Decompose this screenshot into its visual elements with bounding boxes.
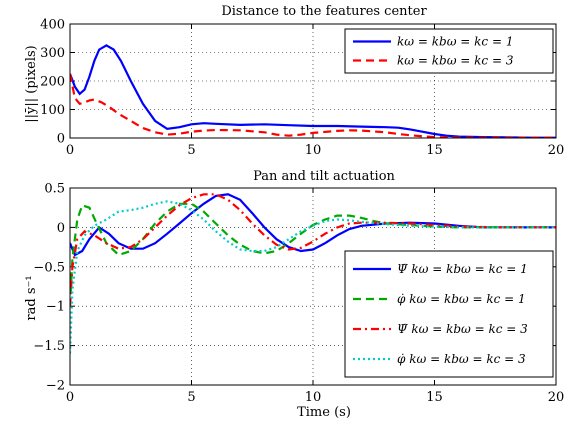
x-tick-label: 20: [548, 390, 565, 405]
x-tick-label: 20: [548, 143, 565, 158]
y-tick-label: 0.5: [44, 182, 65, 197]
actuation-chart-title: Pan and tilt actuation: [253, 169, 395, 184]
actuation-chart-xlabel: Time (s): [297, 405, 351, 420]
actuation-chart: Pan and tilt actuation rad s⁻¹ Time (s) …: [24, 169, 564, 420]
series-line: [70, 73, 556, 138]
y-tick-label: −1: [46, 300, 65, 315]
legend-label: kω = kbω = kc = 1: [397, 35, 513, 49]
series-line: [70, 200, 556, 354]
x-tick-label: 10: [305, 390, 322, 405]
plot-frame: [69, 187, 557, 386]
x-tick-label: 15: [426, 143, 443, 158]
distance-chart-ylabel: ||ȳ|| (pixels): [24, 45, 39, 122]
y-tick-label: 400: [40, 18, 65, 33]
distance-chart: Distance to the features center ||ȳ|| (p…: [24, 4, 564, 158]
series-line: [70, 44, 556, 138]
legend-label: kω = kbω = kc = 3: [397, 54, 514, 68]
plot-frame: [69, 23, 557, 139]
y-tick-label: 0: [57, 132, 65, 147]
y-tick-label: 300: [40, 46, 65, 61]
legend-label: φ̇ kω = kbω = kc = 1: [397, 292, 526, 306]
y-tick-label: 100: [40, 103, 65, 118]
y-tick-label: −1.5: [33, 339, 65, 354]
y-tick-label: 0: [57, 221, 65, 236]
x-tick-label: 5: [187, 143, 195, 158]
legend-box: [344, 28, 554, 74]
legend-label: Ψ̇ kω = kbω = kc = 3: [397, 322, 528, 336]
y-tick-label: −2: [46, 379, 65, 394]
x-tick-label: 10: [305, 143, 322, 158]
x-tick-label: 5: [187, 390, 195, 405]
y-tick-label: −0.5: [33, 260, 65, 275]
y-tick-label: 200: [40, 75, 65, 90]
actuation-chart-ylabel: rad s⁻¹: [24, 275, 39, 320]
legend-label: φ̇ kω = kbω = kc = 3: [397, 352, 526, 366]
x-tick-label: 15: [426, 390, 443, 405]
series-line: [70, 193, 556, 257]
distance-chart-title: Distance to the features center: [221, 4, 427, 19]
legend-label: Ψ̇ kω = kbω = kc = 1: [397, 262, 528, 276]
x-tick-label: 0: [66, 390, 74, 405]
legend-box: [344, 250, 554, 378]
x-tick-label: 0: [66, 143, 74, 158]
